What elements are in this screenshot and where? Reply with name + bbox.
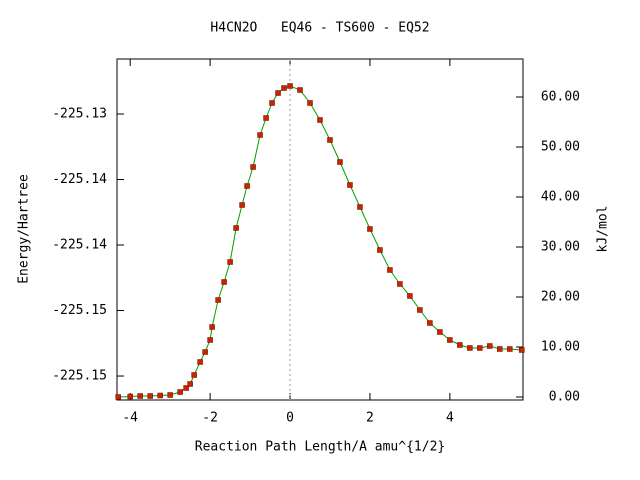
point-marker [197,359,203,365]
point-marker [269,100,275,106]
y-tick-label: -225.14 [52,172,107,187]
point-marker [417,307,423,313]
plot-frame [116,58,524,401]
point-marker [167,392,173,398]
point-marker [187,381,193,387]
y-tick-label: -225.13 [52,107,107,122]
point-marker [183,385,189,391]
point-marker [497,346,503,352]
point-marker [233,225,239,231]
x-axis-label: Reaction Path Length/A amu^{1/2} [195,440,445,455]
chart-title: H4CN2O EQ46 - TS600 - EQ52 [210,21,429,36]
point-marker [263,115,269,121]
point-marker [157,392,163,399]
point-marker [207,337,213,343]
point-marker [147,393,153,399]
point-marker [215,297,221,303]
point-marker [287,83,293,89]
y2-axis-label: kJ/mol [596,206,611,253]
point-marker [337,159,343,165]
x-tick-label: 4 [446,411,454,426]
x-tick-label: -4 [122,411,138,426]
point-marker [307,100,313,106]
point-marker [137,393,143,399]
point-marker [250,164,256,170]
y2-tick-label: 40.00 [541,190,580,205]
energy-line [118,85,522,398]
y-tick-label: -225.15 [52,369,107,384]
point-marker [317,117,323,123]
point-marker [407,293,413,299]
point-marker [227,259,233,265]
y2-tick-label: 30.00 [541,240,580,255]
point-marker [177,389,183,395]
point-marker [347,182,353,188]
y2-tick-label: 50.00 [541,140,580,155]
point-marker [275,90,281,96]
point-marker [519,347,525,353]
point-marker [477,345,483,351]
y2-tick-label: 20.00 [541,290,580,305]
x-tick-label: -2 [202,411,218,426]
point-marker [457,342,463,348]
point-marker [377,247,383,253]
x-tick-label: 0 [286,411,294,426]
point-marker [281,85,287,91]
y2-tick-label: 10.00 [541,340,580,355]
point-marker [209,324,215,330]
point-marker [487,343,493,349]
point-marker [297,87,303,93]
y-tick-label: -225.15 [52,303,107,318]
point-marker [127,393,133,400]
point-marker [387,267,393,273]
point-marker [507,346,513,352]
y2-tick-label: 0.00 [549,390,580,405]
y-axis-label: Energy/Hartree [17,174,32,284]
y2-tick-label: 60.00 [541,90,580,105]
point-marker [427,320,433,326]
y-tick-label: -225.14 [52,238,107,253]
point-marker [397,281,403,287]
point-marker [327,137,333,143]
point-marker [447,337,453,343]
point-marker [257,132,263,138]
point-marker [367,226,373,232]
point-marker [467,345,473,351]
point-marker [202,349,208,355]
point-marker [357,204,363,210]
x-tick-label: 2 [366,411,374,426]
point-marker [239,202,245,208]
point-marker [191,372,197,378]
point-marker [437,329,443,335]
point-marker [221,279,227,285]
point-marker [115,394,121,400]
point-marker [244,183,250,189]
